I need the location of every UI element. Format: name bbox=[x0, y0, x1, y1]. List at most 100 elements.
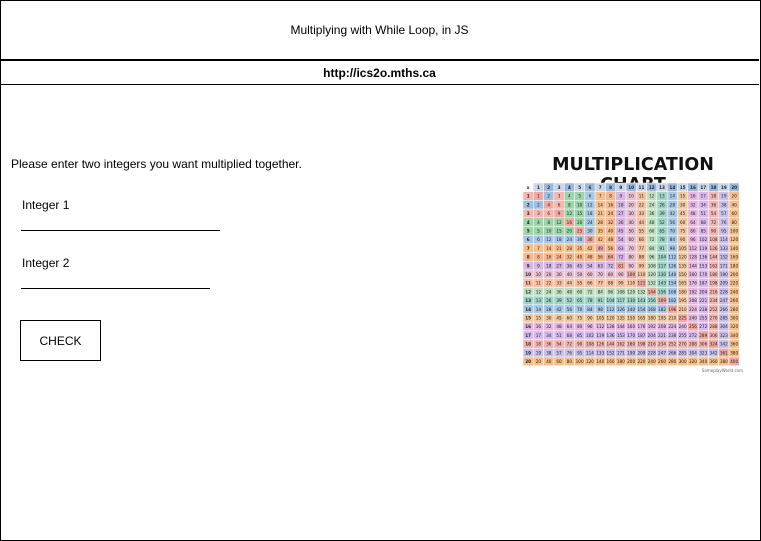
chart-product-label: 160 bbox=[607, 359, 615, 364]
chart-product-label: 18 bbox=[546, 263, 552, 268]
chart-product-label: 208 bbox=[689, 298, 697, 303]
chart-product-label: 104 bbox=[607, 298, 615, 303]
chart-row-header-label: 16 bbox=[525, 324, 531, 329]
chart-product-label: 90 bbox=[577, 342, 583, 347]
chart-product-label: 153 bbox=[617, 333, 625, 338]
chart-product-label: 96 bbox=[587, 324, 593, 329]
chart-product-label: 76 bbox=[721, 220, 727, 225]
chart-product-label: 36 bbox=[711, 202, 717, 207]
chart-product-label: 104 bbox=[658, 255, 666, 260]
chart-product-label: 168 bbox=[648, 307, 656, 312]
chart-col-header-label: 20 bbox=[731, 185, 737, 190]
chart-product-label: 255 bbox=[679, 333, 687, 338]
chart-row-header-label: 19 bbox=[525, 350, 531, 355]
chart-product-label: 72 bbox=[567, 342, 573, 347]
chart-product-label: 285 bbox=[679, 350, 687, 355]
chart-product-label: 55 bbox=[639, 228, 645, 233]
chart-product-label: 24 bbox=[649, 202, 655, 207]
chart-product-label: 154 bbox=[668, 281, 676, 286]
chart-product-label: 195 bbox=[679, 298, 687, 303]
chart-product-label: 91 bbox=[598, 298, 604, 303]
chart-product-label: 81 bbox=[618, 263, 624, 268]
chart-product-label: 210 bbox=[668, 315, 676, 320]
chart-product-label: 380 bbox=[720, 359, 728, 364]
chart-product-label: 180 bbox=[730, 263, 738, 268]
chart-product-label: 78 bbox=[659, 237, 665, 242]
chart-product-label: 56 bbox=[670, 220, 676, 225]
chart-product-label: 17 bbox=[701, 194, 707, 199]
chart-product-label: 306 bbox=[710, 333, 718, 338]
chart-product-label: 323 bbox=[699, 350, 707, 355]
site-url[interactable]: http://ics2o.mths.ca bbox=[323, 65, 436, 80]
chart-product-label: 216 bbox=[710, 289, 718, 294]
chart-product-label: 105 bbox=[596, 315, 604, 320]
chart-product-label: 55 bbox=[577, 281, 583, 286]
chart-product-label: 50 bbox=[577, 272, 583, 277]
chart-product-label: 162 bbox=[617, 342, 625, 347]
chart-product-label: 16 bbox=[608, 202, 614, 207]
chart-product-label: 10 bbox=[577, 202, 583, 207]
chart-product-label: 171 bbox=[617, 350, 625, 355]
chart-product-label: 28 bbox=[546, 307, 552, 312]
chart-product-label: 50 bbox=[628, 228, 634, 233]
chart-product-label: 171 bbox=[720, 263, 728, 268]
chart-col-header-label: 2 bbox=[547, 185, 550, 190]
chart-product-label: 180 bbox=[710, 272, 718, 277]
chart-product-label: 18 bbox=[556, 237, 562, 242]
chart-product-label: 130 bbox=[658, 272, 666, 277]
check-button[interactable]: CHECK bbox=[20, 320, 101, 361]
chart-product-label: 224 bbox=[668, 324, 676, 329]
chart-product-label: 45 bbox=[618, 228, 624, 233]
chart-product-label: 4 bbox=[547, 202, 550, 207]
chart-product-label: 256 bbox=[689, 324, 697, 329]
chart-product-label: 266 bbox=[720, 307, 728, 312]
chart-product-label: 11 bbox=[536, 281, 542, 286]
chart-product-label: 15 bbox=[556, 228, 562, 233]
chart-product-label: 190 bbox=[627, 350, 635, 355]
chart-product-label: 42 bbox=[556, 307, 562, 312]
chart-product-label: 80 bbox=[567, 359, 573, 364]
chart-product-label: 98 bbox=[598, 307, 604, 312]
chart-product-label: 22 bbox=[639, 202, 645, 207]
chart-product-label: 54 bbox=[587, 263, 593, 268]
chart-product-label: 204 bbox=[699, 289, 707, 294]
chart-product-label: 60 bbox=[587, 272, 593, 277]
chart-product-label: 210 bbox=[679, 307, 687, 312]
chart-col-header-label: 8 bbox=[609, 185, 612, 190]
chart-product-label: 48 bbox=[608, 237, 614, 242]
chart-product-label: 234 bbox=[658, 342, 666, 347]
chart-product-label: 252 bbox=[668, 342, 676, 347]
chart-product-label: 234 bbox=[710, 298, 718, 303]
chart-product-label: 8 bbox=[547, 220, 550, 225]
chart-product-label: 247 bbox=[658, 350, 666, 355]
integer1-input[interactable] bbox=[21, 230, 220, 231]
chart-product-label: 54 bbox=[618, 237, 624, 242]
chart-product-label: 24 bbox=[587, 220, 593, 225]
chart-product-label: 57 bbox=[721, 211, 727, 216]
chart-product-label: 14 bbox=[598, 202, 604, 207]
chart-product-label: 280 bbox=[730, 307, 738, 312]
chart-product-label: 132 bbox=[648, 281, 656, 286]
chart-product-label: 20 bbox=[577, 220, 583, 225]
chart-product-label: 7 bbox=[599, 194, 602, 199]
chart-product-label: 119 bbox=[699, 246, 707, 251]
chart-product-label: 84 bbox=[598, 289, 604, 294]
chart-product-label: 187 bbox=[637, 333, 645, 338]
chart-footer: SomeplayWorld.com bbox=[701, 368, 743, 373]
chart-product-label: 156 bbox=[648, 298, 656, 303]
chart-product-label: 140 bbox=[596, 359, 604, 364]
chart-product-label: 39 bbox=[556, 298, 562, 303]
chart-product-label: 44 bbox=[639, 220, 645, 225]
chart-product-label: 126 bbox=[668, 263, 676, 268]
chart-product-label: 49 bbox=[598, 246, 604, 251]
chart-product-label: 300 bbox=[730, 315, 738, 320]
chart-product-label: 2 bbox=[547, 194, 550, 199]
chart-product-label: 56 bbox=[608, 246, 614, 251]
chart-product-label: 9 bbox=[537, 263, 540, 268]
integer2-input[interactable] bbox=[21, 288, 210, 289]
chart-product-label: 9 bbox=[558, 211, 561, 216]
chart-product-label: 240 bbox=[648, 359, 656, 364]
chart-product-label: 26 bbox=[659, 202, 665, 207]
chart-product-label: 200 bbox=[627, 359, 635, 364]
chart-product-label: 72 bbox=[587, 289, 593, 294]
